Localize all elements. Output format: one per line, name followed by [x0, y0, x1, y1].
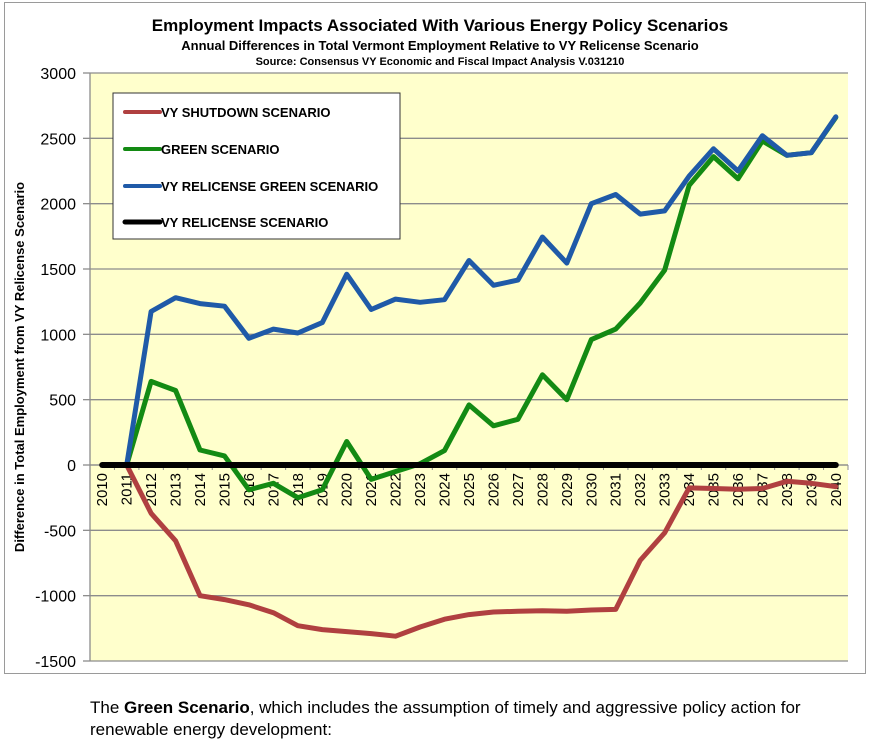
x-tick-label: 2023: [412, 473, 429, 506]
y-axis-label: Difference in Total Employment from VY R…: [12, 182, 27, 552]
y-tick-label: -1500: [35, 654, 76, 671]
legend-item: VY RELICENSE GREEN SCENARIO: [123, 179, 378, 194]
x-tick-label: 2025: [461, 473, 478, 506]
x-tick-label: 2028: [534, 473, 551, 506]
caption-rest: , which includes the assumption of timel…: [90, 698, 801, 739]
series-line-green-scenario: [124, 114, 839, 501]
legend-label: VY RELICENSE SCENARIO: [161, 215, 328, 230]
x-tick-label: 2020: [339, 473, 356, 506]
x-tick-label: 2032: [632, 473, 649, 506]
x-tick-label: 2018: [290, 473, 307, 506]
x-tick-label: 2012: [143, 473, 160, 506]
caption-text: The Green Scenario, which includes the a…: [90, 697, 810, 741]
legend-label: VY RELICENSE GREEN SCENARIO: [161, 179, 378, 194]
y-tick-label: -1000: [35, 589, 76, 606]
x-tick-label: 2030: [583, 473, 600, 506]
legend-item: GREEN SCENARIO: [123, 142, 279, 157]
caption-prefix: The: [90, 698, 125, 717]
y-tick-label: 0: [67, 458, 76, 475]
legend-label: VY SHUTDOWN SCENARIO: [161, 105, 331, 120]
line-chart: Employment Impacts Associated With Vario…: [12, 16, 849, 671]
x-tick-label: 2024: [437, 473, 454, 506]
x-tick-label: 2029: [559, 473, 576, 506]
plot-area: 3000 2500 2000 1500 1000 500 0 -500 -1000 -1500 20…: [35, 66, 849, 671]
chart-title: Employment Impacts Associated With Vario…: [152, 16, 728, 35]
chart-source: Source: Consensus VY Economic and Fiscal…: [256, 56, 625, 68]
x-tick-label: 2013: [168, 473, 185, 506]
legend: VY SHUTDOWN SCENARIO GREEN SCENARIO VY REL…: [112, 92, 401, 240]
legend-item: VY SHUTDOWN SCENARIO: [123, 105, 331, 120]
x-tick-label: 2038: [779, 473, 796, 506]
x-tick-label: 2017: [265, 473, 282, 506]
chart-subtitle: Annual Differences in Total Vermont Empl…: [181, 38, 699, 53]
x-tick-label: 2033: [657, 473, 674, 506]
x-tick-label: 2014: [192, 473, 209, 506]
legend-box: [112, 92, 401, 240]
caption-bold: Green Scenario: [124, 698, 250, 717]
x-tick-label: 2026: [485, 473, 502, 506]
x-tick-label: 2021: [363, 473, 380, 506]
legend-label: GREEN SCENARIO: [161, 142, 279, 157]
y-tick-label: -500: [44, 523, 76, 540]
x-tick-label: 2015: [216, 473, 233, 506]
y-tick-label: 500: [49, 393, 76, 410]
x-tick-label: 2011: [119, 473, 136, 505]
series-line-vy-shutdown-scenario: [124, 462, 839, 639]
x-tick-label: 2027: [510, 473, 527, 506]
x-tick-label: 2010: [94, 473, 111, 506]
x-tick-label: 2039: [803, 473, 820, 506]
x-tick-label: 2022: [388, 473, 405, 506]
x-tick-label: 2040: [828, 473, 845, 506]
y-tick-label: 3000: [40, 66, 76, 83]
x-tick-label: 2031: [608, 473, 625, 506]
series-line-vy-relicense-green-scenario: [124, 114, 839, 468]
y-tick-label: 1000: [40, 327, 76, 344]
legend-item: VY RELICENSE SCENARIO: [122, 215, 328, 230]
y-tick-label: 2500: [40, 131, 76, 148]
y-tick-label: 1500: [40, 262, 76, 279]
y-tick-label: 2000: [40, 197, 76, 214]
